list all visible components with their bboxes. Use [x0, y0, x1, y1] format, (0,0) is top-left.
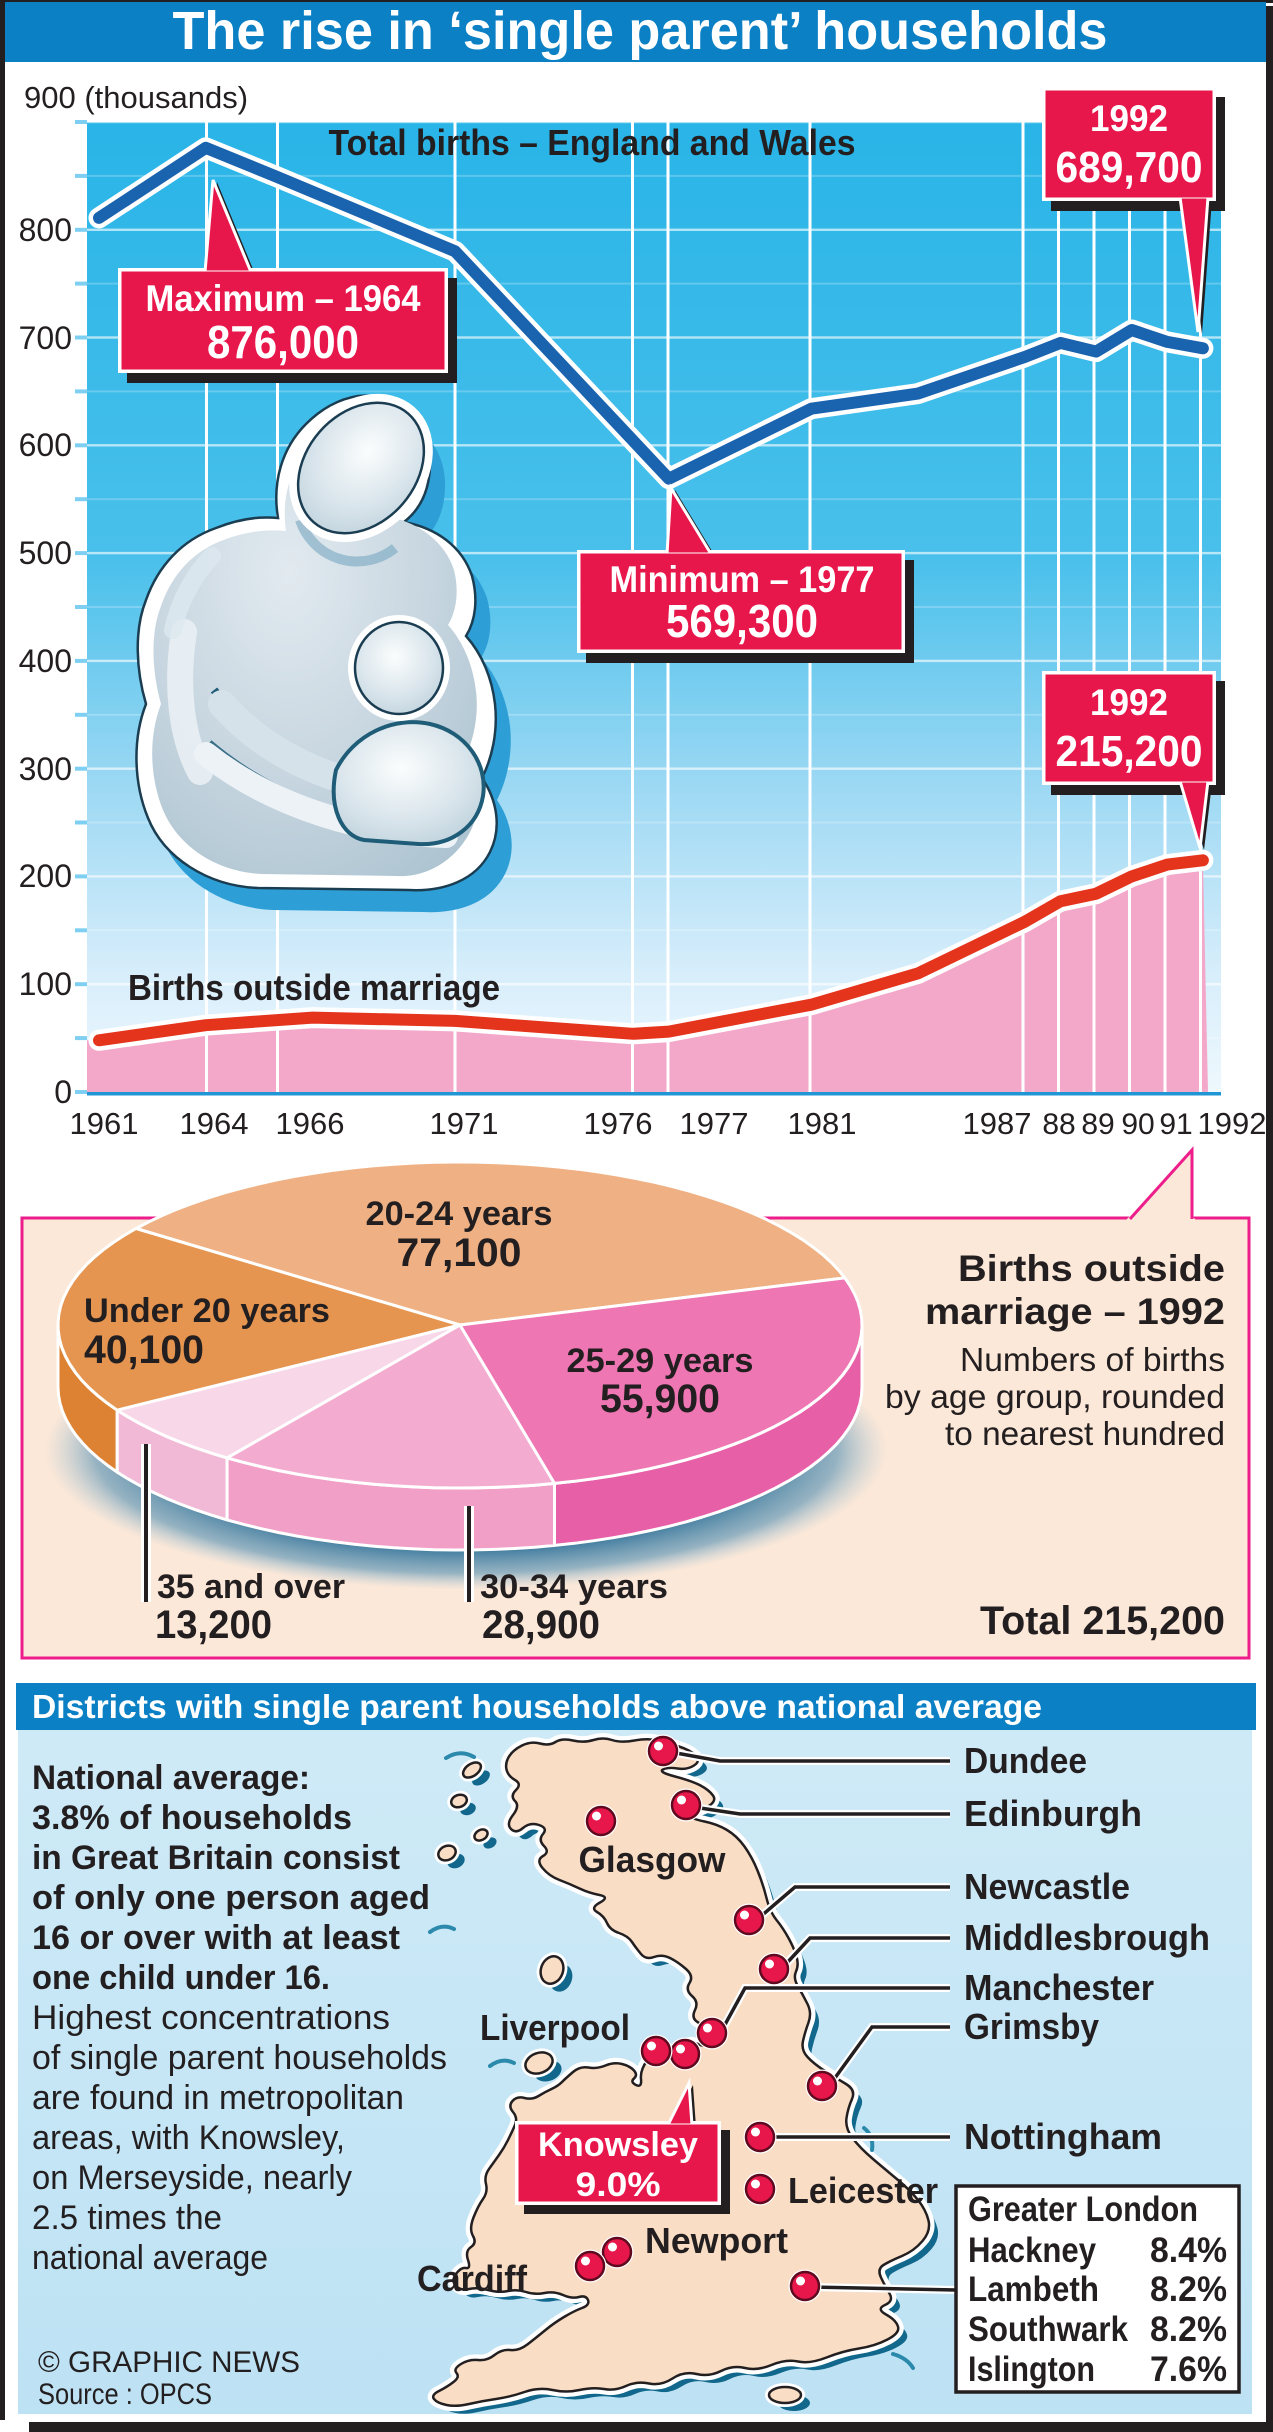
svg-text:Births outside marriage: Births outside marriage: [128, 967, 500, 1008]
svg-text:are found in metropolitan: are found in metropolitan: [32, 2079, 404, 2117]
svg-text:Knowsley: Knowsley: [538, 2126, 698, 2164]
svg-text:Greater London: Greater London: [968, 2190, 1198, 2229]
svg-text:1992: 1992: [1198, 1106, 1267, 1141]
svg-text:1992: 1992: [1090, 682, 1168, 723]
svg-text:Newcastle: Newcastle: [964, 1866, 1130, 1907]
svg-text:1961: 1961: [70, 1106, 139, 1141]
svg-text:8.2%: 8.2%: [1150, 2270, 1227, 2309]
svg-text:13,200: 13,200: [155, 1603, 272, 1647]
svg-text:© GRAPHIC NEWS: © GRAPHIC NEWS: [38, 2346, 300, 2379]
svg-text:Districts with single parent h: Districts with single parent households …: [32, 1688, 1042, 1725]
svg-text:8.2%: 8.2%: [1150, 2310, 1227, 2349]
svg-text:2.5 times the: 2.5 times the: [32, 2199, 222, 2237]
svg-text:Total 215,200: Total 215,200: [980, 1599, 1225, 1643]
svg-text:by age group, rounded: by age group, rounded: [885, 1378, 1225, 1415]
svg-text:28,900: 28,900: [482, 1603, 600, 1647]
svg-text:Edinburgh: Edinburgh: [964, 1793, 1142, 1834]
svg-text:55,900: 55,900: [600, 1377, 720, 1421]
svg-text:500: 500: [19, 535, 72, 571]
svg-text:7.6%: 7.6%: [1150, 2350, 1227, 2389]
svg-text:89: 89: [1081, 1108, 1114, 1141]
svg-text:Grimsby: Grimsby: [964, 2006, 1099, 2047]
svg-text:1964: 1964: [180, 1106, 249, 1141]
svg-text:30-34 years: 30-34 years: [480, 1568, 668, 1606]
svg-text:1977: 1977: [680, 1106, 749, 1141]
svg-text:90: 90: [1121, 1108, 1154, 1141]
svg-text:91: 91: [1159, 1108, 1192, 1141]
svg-text:200: 200: [19, 858, 72, 894]
svg-text:1966: 1966: [276, 1106, 345, 1141]
svg-text:Liverpool: Liverpool: [480, 2007, 630, 2048]
svg-text:Manchester: Manchester: [964, 1967, 1154, 2008]
svg-text:Births outside: Births outside: [958, 1248, 1225, 1289]
svg-text:876,000: 876,000: [207, 316, 359, 368]
svg-text:Highest concentrations: Highest concentrations: [32, 1999, 390, 2037]
svg-text:Glasgow: Glasgow: [579, 1839, 727, 1880]
svg-text:Lambeth: Lambeth: [968, 2270, 1099, 2309]
svg-text:national average: national average: [32, 2239, 268, 2277]
svg-text:1987: 1987: [963, 1106, 1032, 1141]
svg-text:Source : OPCS: Source : OPCS: [38, 2378, 212, 2411]
svg-text:900 (thousands): 900 (thousands): [24, 80, 248, 115]
svg-text:marriage – 1992: marriage – 1992: [925, 1291, 1225, 1332]
svg-text:25-29 years: 25-29 years: [567, 1342, 754, 1380]
svg-text:Leicester: Leicester: [788, 2170, 938, 2211]
svg-text:16 or over with at least: 16 or over with at least: [32, 1919, 400, 1957]
svg-text:Total births – England and Wal: Total births – England and Wales: [329, 122, 856, 163]
svg-text:800: 800: [19, 212, 72, 248]
svg-text:88: 88: [1042, 1108, 1075, 1141]
svg-text:1976: 1976: [584, 1106, 653, 1141]
svg-text:Under 20 years: Under 20 years: [84, 1292, 330, 1330]
svg-text:569,300: 569,300: [666, 595, 818, 647]
svg-text:Numbers of births: Numbers of births: [960, 1341, 1225, 1378]
svg-text:689,700: 689,700: [1056, 143, 1203, 192]
svg-text:areas, with Knowsley,: areas, with Knowsley,: [32, 2119, 345, 2157]
svg-text:600: 600: [19, 427, 72, 463]
svg-text:National average:: National average:: [32, 1759, 310, 1797]
svg-text:one child under 16.: one child under 16.: [32, 1959, 330, 1997]
svg-text:on Merseyside, nearly: on Merseyside, nearly: [32, 2159, 352, 2197]
svg-text:in Great Britain consist: in Great Britain consist: [32, 1839, 400, 1877]
svg-text:to nearest hundred: to nearest hundred: [945, 1415, 1225, 1452]
svg-text:Maximum – 1964: Maximum – 1964: [146, 278, 421, 319]
svg-text:215,200: 215,200: [1056, 727, 1203, 776]
svg-text:Minimum – 1977: Minimum – 1977: [610, 559, 875, 600]
svg-text:700: 700: [19, 320, 72, 356]
svg-text:0: 0: [54, 1074, 72, 1110]
svg-text:Islington: Islington: [968, 2350, 1095, 2389]
svg-text:20-24 years: 20-24 years: [366, 1195, 553, 1233]
svg-text:Nottingham: Nottingham: [964, 2116, 1162, 2157]
svg-text:40,100: 40,100: [84, 1328, 204, 1372]
svg-text:1971: 1971: [430, 1106, 499, 1141]
svg-text:1992: 1992: [1090, 98, 1168, 139]
svg-text:400: 400: [19, 643, 72, 679]
svg-text:9.0%: 9.0%: [576, 2166, 661, 2204]
svg-text:The rise in ‘single parent’ ho: The rise in ‘single parent’ households: [173, 1, 1108, 61]
svg-text:Middlesbrough: Middlesbrough: [964, 1917, 1210, 1958]
svg-text:Southwark: Southwark: [968, 2310, 1128, 2349]
svg-text:Cardiff: Cardiff: [417, 2258, 528, 2299]
svg-text:of single parent households: of single parent households: [32, 2039, 447, 2077]
svg-text:3.8% of households: 3.8% of households: [32, 1799, 352, 1837]
svg-text:100: 100: [19, 966, 72, 1002]
svg-text:8.4%: 8.4%: [1150, 2231, 1227, 2270]
svg-text:of only one person aged: of only one person aged: [32, 1879, 430, 1917]
svg-text:77,100: 77,100: [397, 1231, 522, 1275]
svg-text:1981: 1981: [788, 1106, 857, 1141]
svg-text:35 and over: 35 and over: [157, 1568, 345, 1606]
svg-text:Newport: Newport: [645, 2220, 788, 2261]
svg-text:300: 300: [19, 751, 72, 787]
svg-text:Hackney: Hackney: [968, 2231, 1096, 2270]
svg-text:Dundee: Dundee: [964, 1740, 1087, 1781]
